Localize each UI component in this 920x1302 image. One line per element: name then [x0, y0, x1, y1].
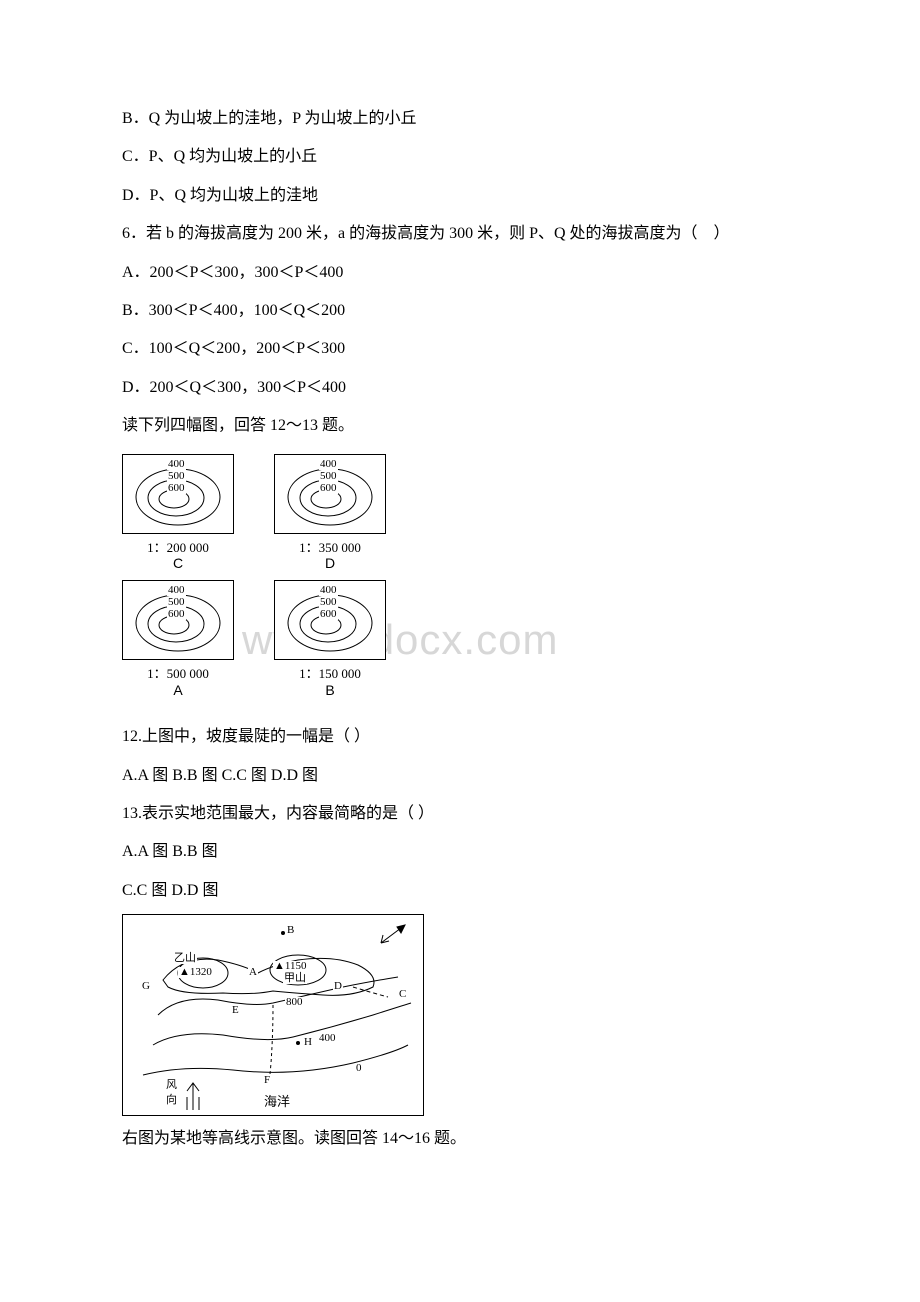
contour-box-d: 400 500 600	[274, 454, 386, 534]
contour-label: 500	[167, 597, 186, 608]
contour-label: 500	[167, 471, 186, 482]
panel-letter: D	[325, 555, 335, 572]
scale-text: 1：500 000	[147, 666, 209, 682]
q12-options: A.A 图 B.B 图 C.C 图 D.D 图	[90, 757, 830, 795]
topo-label-sea: 海洋	[263, 1095, 291, 1108]
contour-label: 400	[167, 459, 186, 470]
topo-label-yi: 乙山	[173, 953, 197, 964]
topo-label-b: B	[286, 925, 295, 936]
topo-label-wind2: 向	[165, 1095, 178, 1106]
contour-box-b: 400 500 600	[274, 580, 386, 660]
topo-label-400: 400	[318, 1033, 337, 1044]
topo-label-wind1: 风	[165, 1080, 178, 1091]
topo-label-1150: ▲1150	[273, 961, 307, 972]
contour-label: 600	[319, 483, 338, 494]
q6-option-d: D．200＜Q＜300，300＜P＜400	[90, 369, 830, 407]
topo-label-g: G	[141, 981, 151, 992]
topo-label-h: H	[303, 1037, 313, 1048]
topo-label-a: A	[248, 967, 258, 978]
scale-text: 1：200 000	[147, 540, 209, 556]
contour-label: 500	[319, 597, 338, 608]
panel-letter: A	[173, 682, 182, 699]
topo-label-d: D	[333, 981, 343, 992]
contour-box-c: 400 500 600	[122, 454, 234, 534]
contour-box-a: 400 500 600	[122, 580, 234, 660]
q6-option-b: B．300＜P＜400，100＜Q＜200	[90, 292, 830, 330]
panel-letter: B	[325, 682, 334, 699]
q6-option-a: A．200＜P＜300，300＜P＜400	[90, 254, 830, 292]
q5-option-b: B．Q 为山坡上的洼地，P 为山坡上的小丘	[90, 100, 830, 138]
contour-label: 400	[167, 585, 186, 596]
contour-panel-d: 400 500 600 1：350 000 D	[274, 454, 386, 572]
contour-label: 600	[319, 609, 338, 620]
contour-panel-a: 400 500 600 1：500 000 A	[122, 580, 234, 698]
scale-text: 1：350 000	[299, 540, 361, 556]
instr-14-16: 右图为某地等高线示意图。读图回答 14～16 题。	[90, 1120, 830, 1158]
topo-map: B 乙山 ▲1320 A ▲1150 甲山 G D C E 800 H 400 …	[122, 914, 424, 1116]
q5-option-c: C．P、Q 均为山坡上的小丘	[90, 138, 830, 176]
contour-label: 500	[319, 471, 338, 482]
q13-stem: 13.表示实地范围最大，内容最简略的是（ ）	[90, 795, 830, 833]
scale-text: 1：150 000	[299, 666, 361, 682]
topo-label-e: E	[231, 1005, 240, 1016]
contour-panel-b: 400 500 600 1：150 000 B	[274, 580, 386, 698]
contour-figure: 400 500 600 1：200 000 C 400 500 600	[122, 454, 830, 699]
contour-label: 400	[319, 459, 338, 470]
contour-label: 600	[167, 483, 186, 494]
panel-letter: C	[173, 555, 183, 572]
topo-label-c: C	[398, 989, 407, 1000]
contour-panel-c: 400 500 600 1：200 000 C	[122, 454, 234, 572]
contour-label: 400	[319, 585, 338, 596]
topo-label-800: 800	[285, 997, 304, 1008]
q13-options-1: A.A 图 B.B 图	[90, 833, 830, 871]
q6-option-c: C．100＜Q＜200，200＜P＜300	[90, 330, 830, 368]
instr-12-13: 读下列四幅图，回答 12～13 题。	[90, 407, 830, 445]
topo-label-jia: 甲山	[283, 973, 307, 984]
topo-label-f: F	[263, 1075, 271, 1086]
q6-stem: 6．若 b 的海拔高度为 200 米，a 的海拔高度为 300 米，则 P、Q …	[90, 215, 830, 253]
q5-option-d: D．P、Q 均为山坡上的洼地	[90, 177, 830, 215]
q12-stem: 12.上图中，坡度最陡的一幅是（ ）	[90, 718, 830, 756]
contour-label: 600	[167, 609, 186, 620]
topo-label-1320: ▲1320	[178, 967, 213, 978]
q13-options-2: C.C 图 D.D 图	[90, 872, 830, 910]
topo-label-0: 0	[355, 1063, 363, 1074]
